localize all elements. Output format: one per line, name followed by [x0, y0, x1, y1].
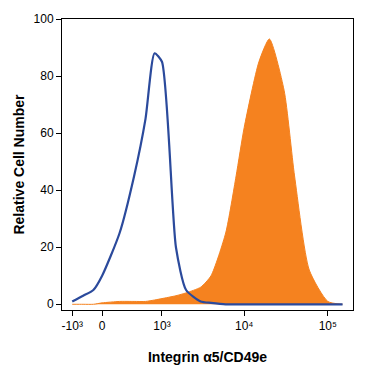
svg-text:Integrin α5/CD49e: Integrin α5/CD49e: [148, 349, 267, 365]
svg-text:0: 0: [47, 297, 54, 311]
svg-text:80: 80: [40, 69, 54, 83]
svg-text:20: 20: [40, 240, 54, 254]
svg-text:40: 40: [40, 183, 54, 197]
svg-text:10⁴: 10⁴: [235, 319, 254, 333]
svg-text:100: 100: [34, 12, 54, 26]
svg-text:-10³: -10³: [62, 319, 83, 333]
svg-text:10⁵: 10⁵: [319, 319, 337, 333]
svg-text:60: 60: [40, 126, 54, 140]
svg-text:Relative Cell Number: Relative Cell Number: [11, 94, 27, 235]
svg-text:0: 0: [99, 319, 106, 333]
svg-text:10³: 10³: [153, 319, 170, 333]
